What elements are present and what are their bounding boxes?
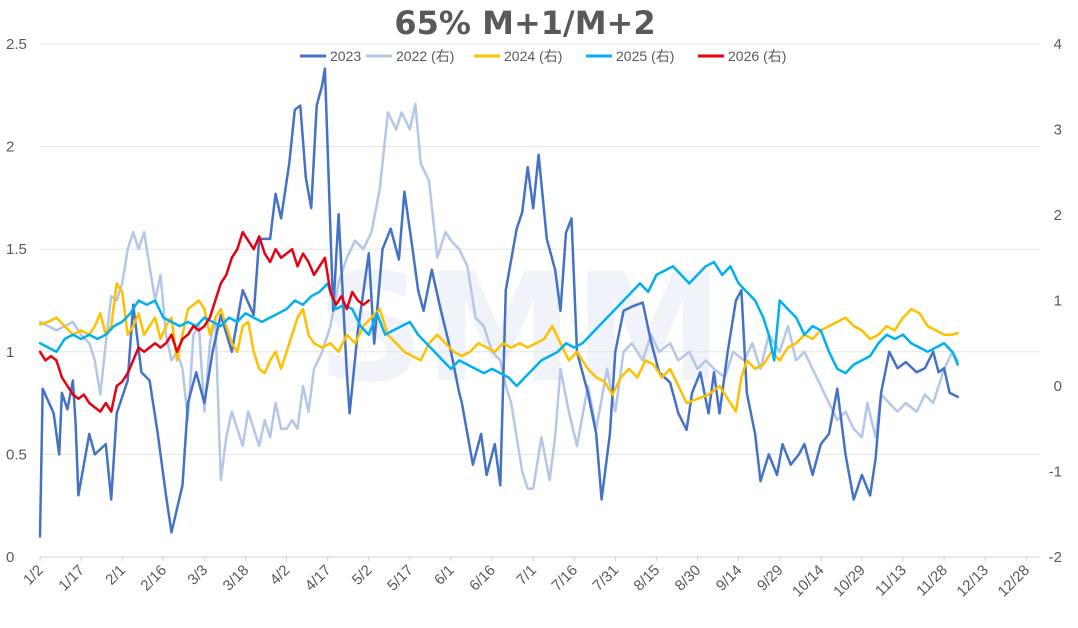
y-right-tick-label: 0 <box>1054 378 1062 395</box>
watermark-logo: SMM <box>317 242 724 416</box>
y-right-tick-label: 1 <box>1054 293 1062 310</box>
x-tick-label: 9/29 <box>754 562 787 595</box>
legend-label: 2026 (右) <box>728 48 786 64</box>
x-tick-label: 12/28 <box>995 562 1034 601</box>
x-tick-label: 12/13 <box>953 562 992 601</box>
x-tick-label: 8/15 <box>631 562 664 595</box>
x-tick-label: 11/28 <box>913 562 951 600</box>
x-tick-label: 2/1 <box>102 562 129 589</box>
x-tick-label: 8/30 <box>672 562 705 595</box>
x-tick-label: 7/16 <box>548 562 581 595</box>
y-right-tick-label: 2 <box>1054 207 1062 224</box>
x-tick-label: 11/13 <box>872 562 910 600</box>
y-left-tick-label: 1.5 <box>6 241 27 258</box>
y-right-tick-label: -2 <box>1049 549 1062 566</box>
x-tick-label: 7/1 <box>513 562 540 589</box>
legend-label: 2023 <box>330 48 361 64</box>
legend-label: 2022 (右) <box>396 48 454 64</box>
series-line-2025 <box>38 260 960 388</box>
y-left-tick-label: 2.5 <box>6 36 27 53</box>
x-tick-label: 7/31 <box>590 562 623 595</box>
chart-title: 65% M+1/M+2 <box>394 4 655 42</box>
series-line-2024 <box>38 282 960 413</box>
x-tick-label: 9/14 <box>713 562 746 595</box>
x-tick-label: 10/14 <box>789 562 828 601</box>
legend-label: 2025 (右) <box>616 48 674 64</box>
series-line-2026 <box>38 230 371 413</box>
x-tick-label: 3/3 <box>184 562 211 589</box>
x-tick-label: 5/17 <box>384 562 417 595</box>
chart-legend: 2023 2022 (右) 2024 (右) 2025 (右) 2026 (右) <box>300 48 786 64</box>
y-left-tick-label: 0 <box>6 549 14 566</box>
y-right-tick-label: 3 <box>1054 122 1062 139</box>
x-tick-label: 6/1 <box>431 562 458 589</box>
x-tick-label: 1/2 <box>20 562 47 589</box>
x-tick-label: 2/16 <box>137 562 170 595</box>
series-line-2023 <box>38 67 960 538</box>
x-tick-label: 4/17 <box>302 562 335 595</box>
series-line-2022 <box>38 102 960 490</box>
x-tick-label: 10/29 <box>830 562 869 601</box>
x-tick-label: 4/2 <box>267 562 294 589</box>
y-left-tick-label: 1 <box>6 344 14 361</box>
x-tick-label: 1/17 <box>55 562 88 595</box>
y-left-tick-label: 0.5 <box>6 446 27 463</box>
legend-label: 2024 (右) <box>504 48 562 64</box>
series-layer <box>38 67 960 538</box>
x-tick-label: 6/16 <box>466 562 499 595</box>
y-left-tick-label: 2 <box>6 139 14 156</box>
y-right-tick-label: 4 <box>1054 36 1062 53</box>
y-right-tick-label: -1 <box>1049 464 1062 481</box>
x-tick-label: 3/18 <box>220 562 253 595</box>
x-tick-label: 5/2 <box>349 562 376 589</box>
